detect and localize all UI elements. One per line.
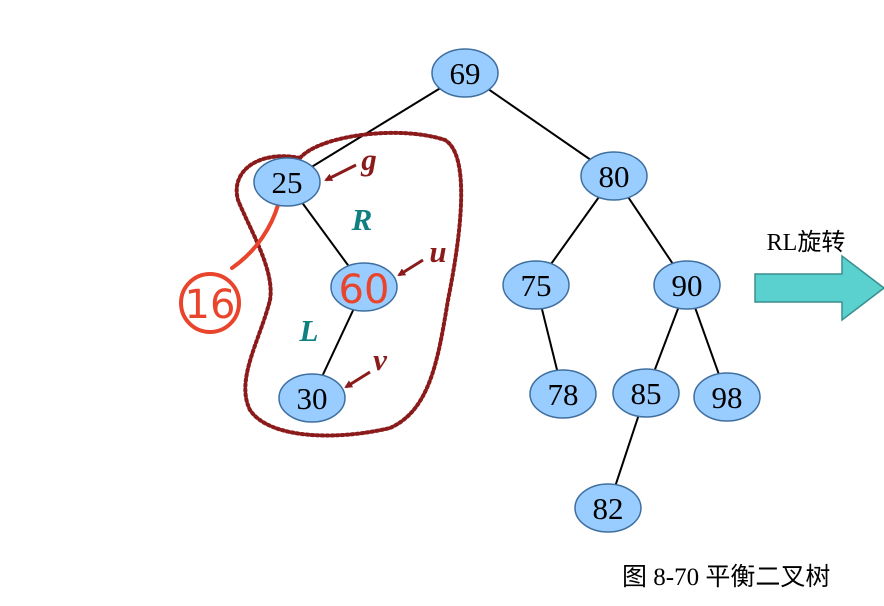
tree-node-30: 30 [278,373,346,423]
tree-node-label: 30 [297,381,328,416]
tree-node-25: 25 [253,157,321,207]
tree-node-82: 82 [574,483,642,533]
handwritten-inserted-node: 16 [179,272,241,334]
handwritten-60-label: 60 [339,267,390,313]
handwritten-16-label: 16 [185,282,236,328]
tree-edge-n69-n25 [286,72,466,183]
tree-node-label: 69 [450,56,481,91]
tree-node-label: 25 [272,165,303,200]
tree-node-75: 75 [502,260,570,310]
rotation-arrow-icon [754,254,884,322]
tree-node-label: 80 [599,159,630,194]
tree-node-90: 90 [653,260,721,310]
tree-node-ellipse [580,151,648,201]
tree-node-label: 85 [631,376,662,411]
tree-node-ellipse [693,372,761,422]
tree-node-ellipse [330,262,398,312]
annotation-L: L [299,313,319,348]
tree-node-ellipse [653,260,721,310]
handwritten-link-line [230,203,280,270]
tree-node-60: 60 [330,262,398,312]
annotation-v: v [373,342,388,377]
tree-node-ellipse [612,368,680,418]
annotation-R: R [351,202,373,237]
tree-node-ellipse [431,48,499,98]
tree-node-98: 98 [693,372,761,422]
tree-node-ellipse [278,373,346,423]
tree-edge-n69-n80 [464,72,615,177]
tree-node-label: 90 [672,268,703,303]
tree-node-ellipse [502,260,570,310]
subtree-dotted-outline [234,130,464,438]
tree-node-label: 75 [521,268,552,303]
tree-node-label: 78 [548,377,579,412]
figure-caption: 图 8-70 平衡二叉树 [622,563,830,591]
tree-node-label: 82 [593,491,624,526]
arrow-g [324,163,357,182]
tree-node-ellipse [529,369,597,419]
tree-node-ellipse [574,483,642,533]
annotation-u: u [429,234,446,269]
tree-node-69: 69 [431,48,499,98]
arrow-v [344,370,371,389]
tree-node-label: 98 [712,380,743,415]
tree-node-85: 85 [612,368,680,418]
arrow-u [397,258,424,277]
tree-nodes: 69 25 80 60 30 75 90 78 85 98 82 [253,48,761,533]
tree-node-ellipse [253,157,321,207]
rotation-label: RL旋转 [767,229,846,256]
tree-node-78: 78 [529,369,597,419]
annotation-g: g [360,142,377,177]
tree-node-80: 80 [580,151,648,201]
